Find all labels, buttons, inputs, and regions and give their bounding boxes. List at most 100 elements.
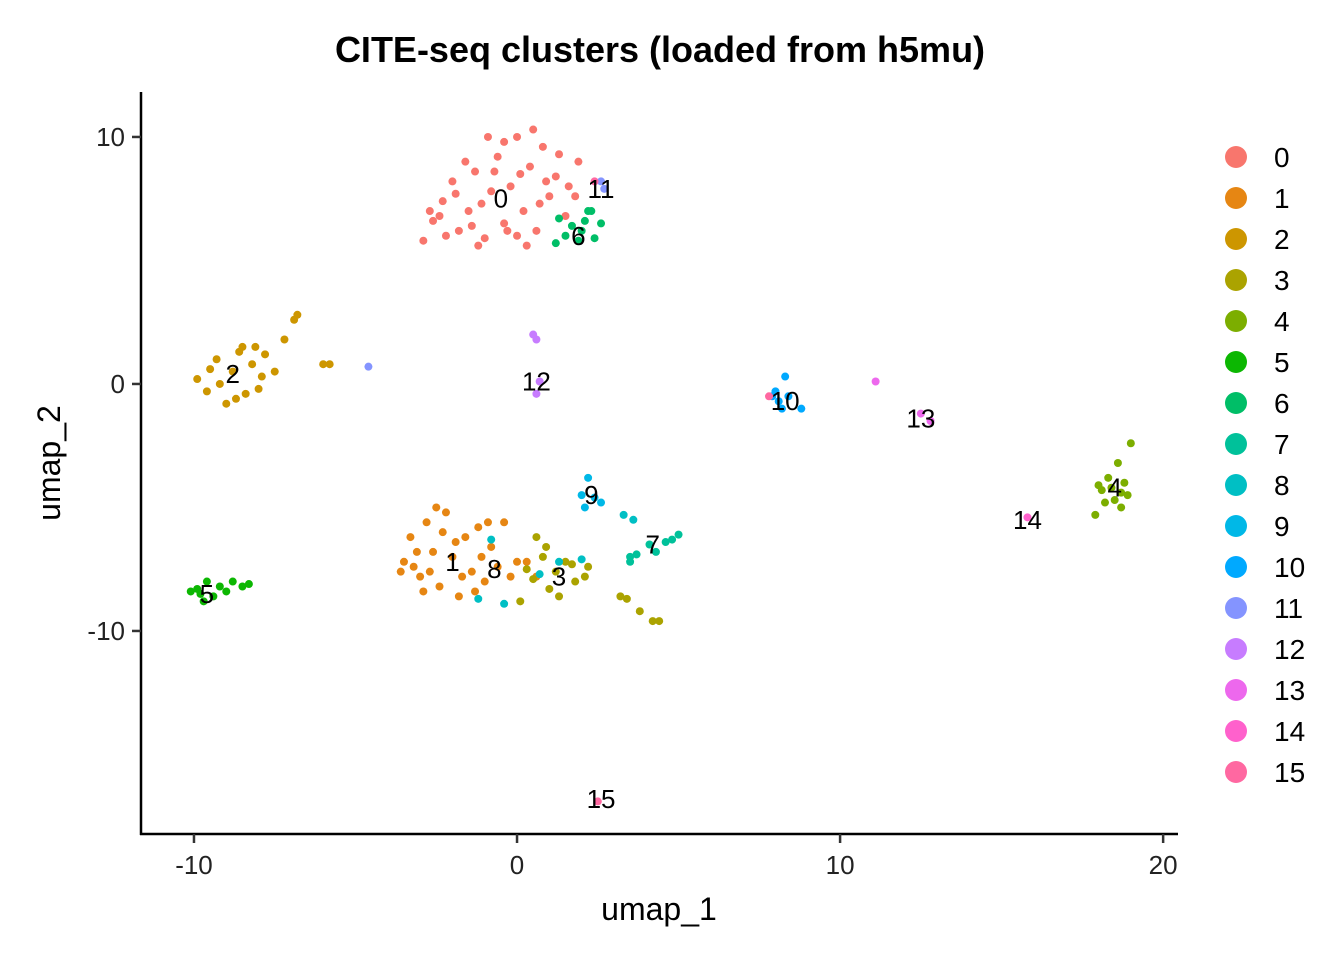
point-cluster-0 bbox=[480, 234, 489, 243]
point-cluster-12 bbox=[535, 377, 544, 386]
point-cluster-8 bbox=[500, 599, 509, 608]
point-cluster-2 bbox=[248, 360, 257, 369]
point-cluster-9 bbox=[597, 498, 606, 507]
point-cluster-3 bbox=[622, 594, 631, 603]
point-cluster-0 bbox=[551, 172, 560, 181]
point-cluster-2 bbox=[206, 365, 215, 374]
point-cluster-2 bbox=[228, 367, 237, 376]
point-cluster-4 bbox=[1091, 510, 1100, 519]
point-cluster-5 bbox=[202, 577, 211, 586]
legend-key-14 bbox=[1225, 720, 1247, 742]
point-cluster-4 bbox=[1107, 483, 1116, 492]
point-cluster-3 bbox=[580, 572, 589, 581]
point-cluster-11 bbox=[364, 362, 373, 371]
point-cluster-4 bbox=[1126, 439, 1135, 448]
point-cluster-8 bbox=[487, 535, 496, 544]
legend-label: 13 bbox=[1274, 675, 1305, 706]
point-cluster-9 bbox=[577, 491, 586, 500]
point-cluster-5 bbox=[193, 584, 202, 593]
point-cluster-4 bbox=[1100, 498, 1109, 507]
point-cluster-0 bbox=[435, 211, 444, 220]
point-cluster-12 bbox=[532, 335, 541, 344]
point-cluster-5 bbox=[199, 597, 208, 606]
point-cluster-3 bbox=[551, 567, 560, 576]
chart-title: CITE-seq clusters (loaded from h5mu) bbox=[335, 29, 985, 70]
x-tick-label: 10 bbox=[826, 850, 855, 880]
point-cluster-2 bbox=[193, 375, 202, 384]
point-cluster-1 bbox=[412, 547, 421, 556]
point-cluster-13 bbox=[926, 417, 935, 426]
legend-label: 7 bbox=[1274, 429, 1290, 460]
point-cluster-1 bbox=[487, 542, 496, 551]
point-cluster-0 bbox=[532, 226, 541, 235]
point-cluster-0 bbox=[493, 152, 502, 161]
legend-key-12 bbox=[1225, 638, 1247, 660]
legend-key-2 bbox=[1225, 228, 1247, 250]
cluster-label: 9 bbox=[584, 480, 598, 510]
point-cluster-1 bbox=[448, 552, 457, 561]
point-cluster-0 bbox=[564, 182, 573, 191]
point-cluster-11 bbox=[597, 177, 606, 186]
point-cluster-7 bbox=[661, 538, 670, 547]
point-cluster-0 bbox=[448, 177, 457, 186]
y-tick-label: -10 bbox=[87, 616, 125, 646]
legend-label: 10 bbox=[1274, 552, 1305, 583]
point-cluster-3 bbox=[542, 542, 551, 551]
point-cluster-2 bbox=[238, 342, 247, 351]
point-cluster-0 bbox=[500, 137, 509, 146]
point-cluster-6 bbox=[590, 234, 599, 243]
x-tick-label: -10 bbox=[175, 850, 213, 880]
legend-label: 0 bbox=[1274, 142, 1290, 173]
legend-label: 14 bbox=[1274, 716, 1305, 747]
point-cluster-14 bbox=[1023, 513, 1032, 522]
point-cluster-1 bbox=[406, 533, 415, 542]
point-cluster-1 bbox=[451, 538, 460, 547]
point-cluster-0 bbox=[471, 167, 480, 176]
legend-key-15 bbox=[1225, 761, 1247, 783]
point-cluster-0 bbox=[542, 177, 551, 186]
point-cluster-10 bbox=[781, 372, 790, 381]
point-cluster-3 bbox=[538, 552, 547, 561]
legend-key-6 bbox=[1225, 392, 1247, 414]
x-tick-label: 0 bbox=[510, 850, 524, 880]
point-cluster-0 bbox=[561, 211, 570, 220]
cluster-label: 15 bbox=[587, 784, 616, 814]
point-cluster-0 bbox=[487, 187, 496, 196]
point-cluster-2 bbox=[241, 389, 250, 398]
point-cluster-0 bbox=[525, 162, 534, 171]
point-cluster-1 bbox=[419, 587, 428, 596]
point-cluster-1 bbox=[432, 503, 441, 512]
point-cluster-0 bbox=[538, 142, 547, 151]
point-cluster-5 bbox=[238, 582, 247, 591]
x-tick-label: 20 bbox=[1149, 850, 1178, 880]
legend-label: 6 bbox=[1274, 388, 1290, 419]
point-cluster-1 bbox=[435, 582, 444, 591]
point-cluster-6 bbox=[567, 221, 576, 230]
point-cluster-2 bbox=[254, 384, 263, 393]
point-cluster-3 bbox=[648, 617, 657, 626]
y-axis-label: umap_2 bbox=[31, 405, 67, 521]
cluster-label: 5 bbox=[200, 579, 214, 609]
cluster-label: 12 bbox=[522, 366, 551, 396]
cluster-label: 3 bbox=[552, 562, 566, 592]
point-cluster-12 bbox=[532, 389, 541, 398]
point-cluster-1 bbox=[429, 547, 438, 556]
point-cluster-4 bbox=[1110, 496, 1119, 505]
point-cluster-1 bbox=[461, 533, 470, 542]
point-cluster-3 bbox=[561, 557, 570, 566]
point-cluster-6 bbox=[555, 214, 564, 223]
legend-label: 9 bbox=[1274, 511, 1290, 542]
legend-key-3 bbox=[1225, 269, 1247, 291]
legend-label: 8 bbox=[1274, 470, 1290, 501]
point-cluster-2 bbox=[293, 310, 302, 319]
point-cluster-0 bbox=[490, 167, 499, 176]
point-cluster-0 bbox=[571, 192, 580, 201]
point-cluster-0 bbox=[467, 221, 476, 230]
point-cluster-6 bbox=[577, 226, 586, 235]
point-cluster-1 bbox=[425, 567, 434, 576]
point-cluster-2 bbox=[257, 372, 266, 381]
legend-label: 1 bbox=[1274, 183, 1290, 214]
point-cluster-1 bbox=[438, 528, 447, 537]
point-cluster-1 bbox=[500, 518, 509, 527]
